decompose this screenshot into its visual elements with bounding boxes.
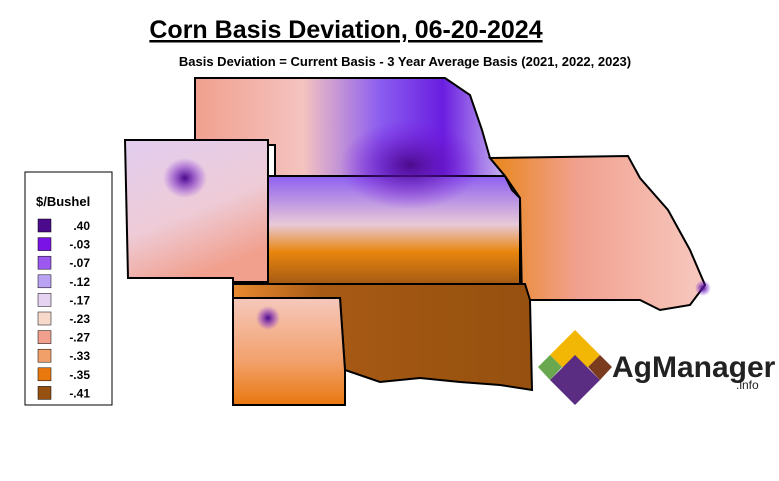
- logo-name: AgManager: [612, 351, 776, 384]
- legend-label: .40: [73, 219, 90, 233]
- deviation-area: [163, 158, 207, 198]
- legend-label: -.17: [69, 293, 90, 307]
- logo: AgManager .info: [538, 330, 776, 405]
- legend-label: -.12: [69, 275, 90, 289]
- deviation-area: [695, 280, 711, 296]
- legend-swatch: [37, 293, 52, 307]
- legend-swatch: [37, 218, 52, 233]
- legend-swatch: [37, 386, 52, 400]
- legend-label: -.35: [69, 368, 90, 382]
- legend-swatch: [37, 311, 52, 326]
- logo-suffix: .info: [736, 378, 759, 392]
- legend-label: -.07: [69, 256, 90, 270]
- missouri: [487, 154, 707, 312]
- title: Corn Basis Deviation, 06-20-2024: [149, 16, 542, 44]
- deviation-area: [340, 120, 480, 210]
- logo-mark: [538, 355, 562, 380]
- deviation-area: [256, 306, 280, 330]
- legend-label: -.27: [69, 331, 90, 345]
- logo-mark: [550, 355, 600, 405]
- colorado: [123, 139, 269, 283]
- legend-swatch: [37, 330, 52, 344]
- legend-swatch: [37, 255, 52, 270]
- texas-panhandle: [232, 297, 346, 406]
- legend-swatch: [37, 367, 52, 382]
- legend-swatch: [37, 237, 52, 251]
- legend-label: -.41: [69, 386, 90, 400]
- legend-items: .40 -.03 -.07 -.12 -.17 -.23 -.27 -.33 -.35 -.41: [37, 218, 90, 400]
- legend-label: -.03: [69, 238, 90, 252]
- legend-swatch: [37, 348, 52, 363]
- legend-label: -.23: [69, 312, 90, 326]
- logo-mark: [588, 355, 612, 380]
- legend-label: -.33: [69, 349, 90, 363]
- legend-swatch: [37, 274, 52, 289]
- legend-box: [24, 171, 113, 406]
- subtitle: Basis Deviation = Current Basis - 3 Year…: [179, 54, 631, 69]
- legend-title: $/Bushel: [36, 194, 90, 209]
